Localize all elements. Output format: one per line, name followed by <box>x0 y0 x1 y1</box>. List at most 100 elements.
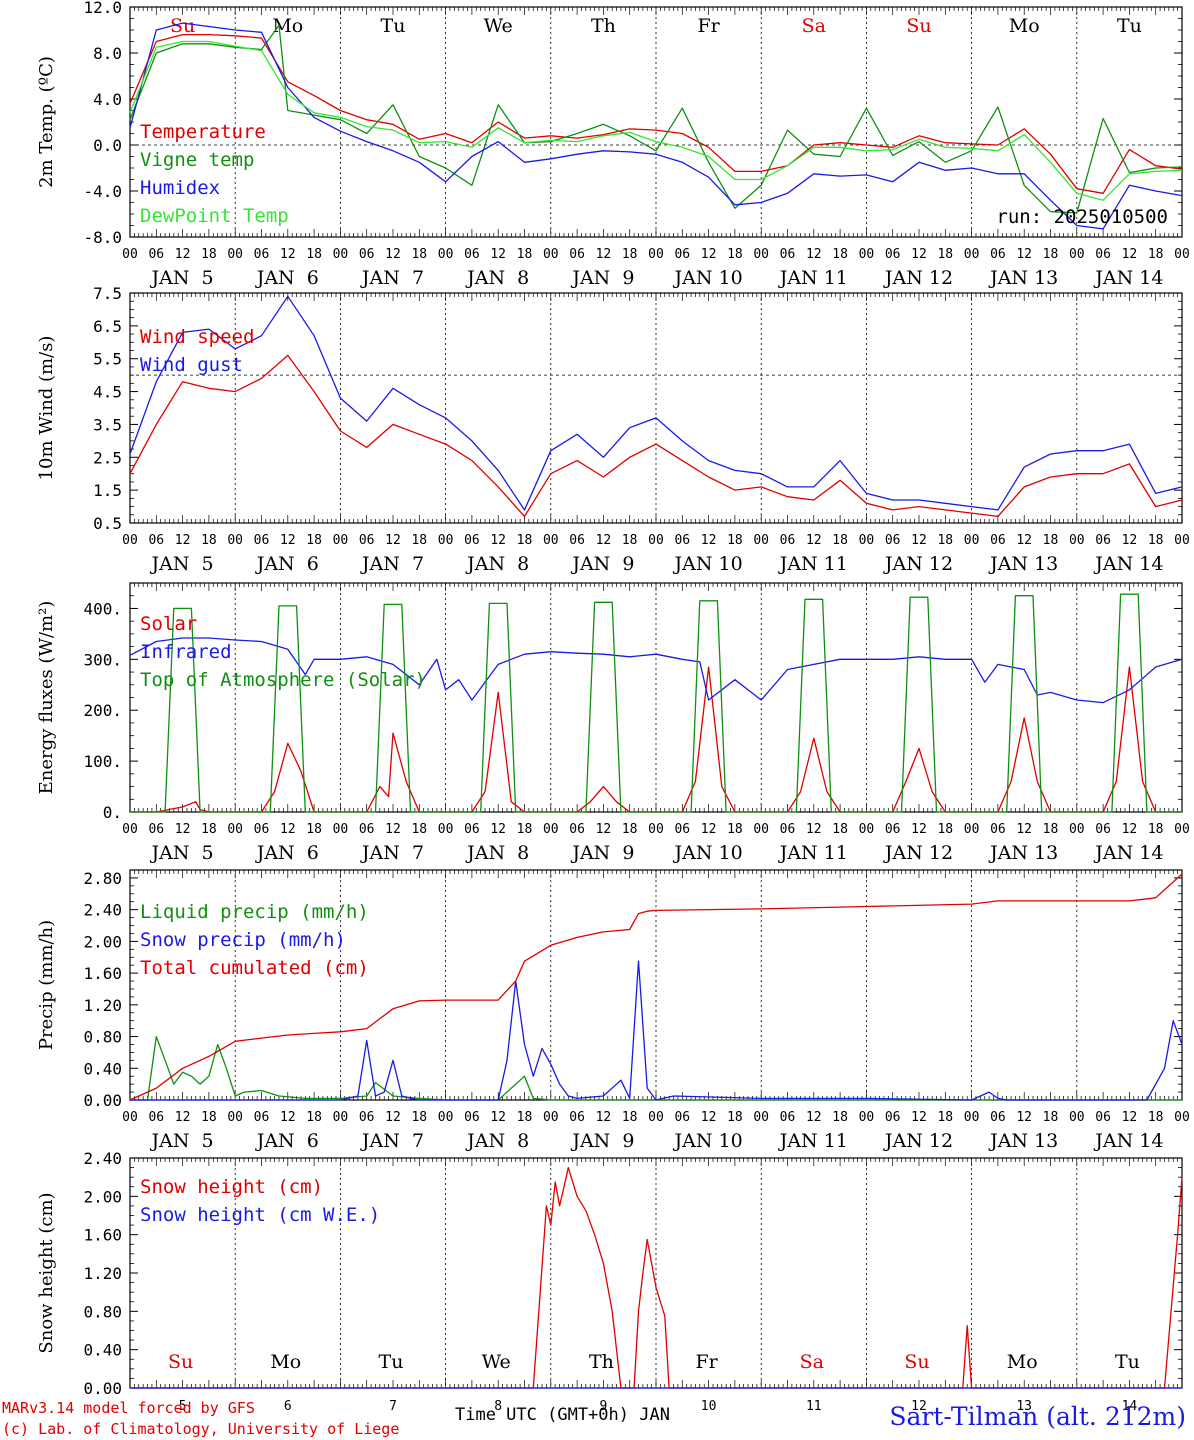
hour-label: 18 <box>517 822 533 837</box>
hour-label: 00 <box>227 247 243 262</box>
date-label: JAN 6 <box>255 267 319 289</box>
panel-flux: 0. 100. 200. 300. 400. Energy fluxes (W/m²) So… <box>36 582 1190 864</box>
hour-label: 06 <box>569 822 585 837</box>
hour-label: 00 <box>227 1110 243 1125</box>
hour-label: 06 <box>1095 822 1111 837</box>
hour-label: 12 <box>596 533 612 548</box>
hour-label: 06 <box>359 822 375 837</box>
hour-label: 00 <box>543 1110 559 1125</box>
legend-entry: Total cumulated (cm) <box>140 957 369 979</box>
day-number-label: 13 <box>1016 1399 1032 1414</box>
hour-label: 00 <box>964 247 980 262</box>
hour-label: 06 <box>254 822 270 837</box>
day-name-label: We <box>484 15 513 37</box>
hour-label: 18 <box>1148 533 1164 548</box>
y-tick-label: 6.5 <box>93 317 122 336</box>
hour-label: 00 <box>122 247 138 262</box>
hour-label: 06 <box>569 533 585 548</box>
hour-label: 06 <box>885 247 901 262</box>
hour-label: 06 <box>359 1110 375 1125</box>
hour-label: 06 <box>148 247 164 262</box>
hour-label: 12 <box>701 533 717 548</box>
y-tick-label: 1.60 <box>83 1226 122 1245</box>
legend-entry: Humidex <box>140 177 220 199</box>
date-label: JAN 6 <box>255 553 319 575</box>
hour-label: 18 <box>1043 247 1059 262</box>
series-line-liquid-precip-mm-h <box>130 1035 1182 1101</box>
y-tick-label: 1.20 <box>83 1264 122 1283</box>
y-tick-label: 4.0 <box>93 90 122 109</box>
hour-label: 12 <box>1122 247 1138 262</box>
day-name-label: Tu <box>381 15 406 37</box>
y-tick-label: 1.20 <box>83 996 122 1015</box>
day-name-label: Mo <box>1007 1351 1038 1373</box>
y-tick-label: 5.5 <box>93 350 122 369</box>
legend-entry: Top of Atmosphere (Solar) <box>140 669 426 691</box>
hour-label: 06 <box>464 822 480 837</box>
hour-label: 12 <box>385 822 401 837</box>
y-axis-label: 2m Temp. (ºC) <box>36 56 57 188</box>
hour-label: 18 <box>411 1110 427 1125</box>
date-label: JAN 7 <box>360 842 424 864</box>
y-tick-label: 1.5 <box>93 481 122 500</box>
hour-label: 18 <box>306 1110 322 1125</box>
date-label: JAN 11 <box>778 1130 848 1152</box>
legend-entry: Infrared <box>140 641 232 663</box>
hour-label: 06 <box>780 533 796 548</box>
hour-label: 06 <box>885 533 901 548</box>
series-line-wind-gust <box>129 295 1183 511</box>
day-name-label: Su <box>168 1351 193 1373</box>
date-label: JAN 9 <box>570 1130 634 1152</box>
hour-label: 00 <box>438 822 454 837</box>
hour-label: 12 <box>175 533 191 548</box>
date-label: JAN 8 <box>465 842 529 864</box>
hour-label: 06 <box>674 533 690 548</box>
day-number-label: 7 <box>389 1399 397 1414</box>
hour-label: 06 <box>569 247 585 262</box>
hour-label: 18 <box>832 1110 848 1125</box>
hour-label: 06 <box>464 533 480 548</box>
day-number-label: 11 <box>806 1399 822 1414</box>
hour-label: 06 <box>674 1110 690 1125</box>
date-label: JAN 5 <box>150 1130 214 1152</box>
date-label: JAN 9 <box>570 842 634 864</box>
hour-label: 12 <box>911 247 927 262</box>
series-line-total-cumulated-cm <box>129 873 1183 1101</box>
date-label: JAN 13 <box>988 1130 1058 1152</box>
hour-label: 06 <box>885 822 901 837</box>
hour-label: 06 <box>885 1110 901 1125</box>
day-number-label: 10 <box>701 1399 717 1414</box>
y-tick-label: 0.0 <box>93 136 122 155</box>
date-label: JAN 7 <box>360 1130 424 1152</box>
legend-entry: Solar <box>140 613 197 635</box>
hour-label: 06 <box>674 822 690 837</box>
hour-label: 06 <box>359 247 375 262</box>
hour-label: 06 <box>1095 533 1111 548</box>
y-tick-label: 12.0 <box>83 0 122 17</box>
date-label: JAN 12 <box>883 267 953 289</box>
hour-label: 18 <box>727 822 743 837</box>
day-name-label: Th <box>589 1351 614 1373</box>
model-credit: MARv3.14 model forced by GFS <box>2 1399 255 1417</box>
day-number-label: 14 <box>1122 1399 1138 1414</box>
hour-label: 06 <box>780 822 796 837</box>
hour-label: 12 <box>1122 1110 1138 1125</box>
hour-label: 18 <box>937 822 953 837</box>
hour-label: 18 <box>201 1110 217 1125</box>
hour-label: 12 <box>490 533 506 548</box>
day-number-label: 5 <box>179 1399 187 1414</box>
hour-label: 00 <box>964 822 980 837</box>
hour-label: 12 <box>490 1110 506 1125</box>
hour-label: 12 <box>280 822 296 837</box>
hour-label: 00 <box>1069 822 1085 837</box>
hour-label: 12 <box>1122 533 1138 548</box>
date-label: JAN 9 <box>570 267 634 289</box>
date-label: JAN 14 <box>1093 267 1163 289</box>
date-label: JAN 14 <box>1093 842 1163 864</box>
hour-label: 18 <box>517 533 533 548</box>
hour-label: 00 <box>1174 1110 1190 1125</box>
hour-label: 18 <box>411 533 427 548</box>
hour-label: 18 <box>1148 1110 1164 1125</box>
y-tick-label: 1.60 <box>83 964 122 983</box>
date-label: JAN 11 <box>778 842 848 864</box>
